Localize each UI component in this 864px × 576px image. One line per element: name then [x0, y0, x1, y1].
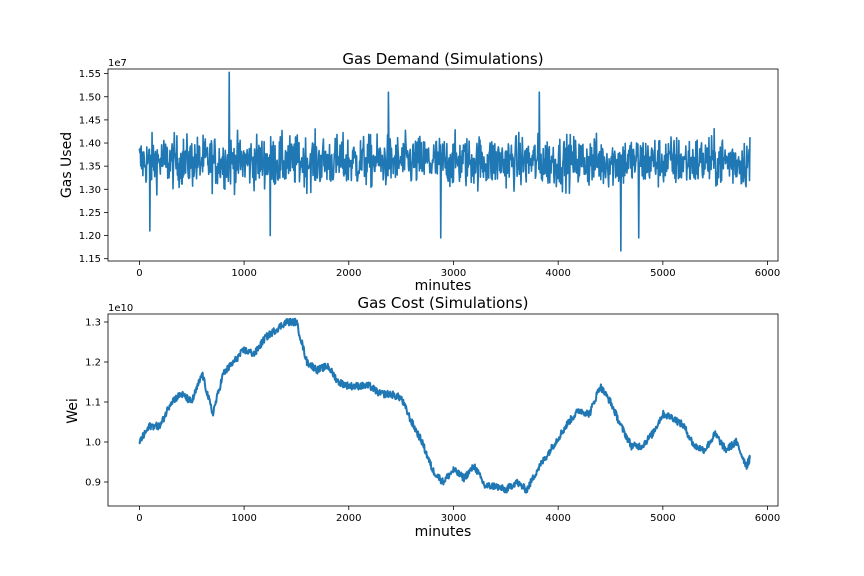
demand-y-offset: 1e7	[108, 58, 127, 69]
demand-x-tick-label: 3000	[441, 268, 466, 279]
cost-x-tick-label: 1000	[231, 513, 256, 524]
cost-y-tick-label: 1.0	[85, 438, 101, 449]
cost-panel: Gas Cost (Simulations) 1e10 0.9 1.0 1.1 1.2…	[65, 294, 780, 540]
demand-x-ticks: 0 1000 2000 3000 4000 5000 6000	[136, 261, 780, 279]
cost-x-tick-label: 5000	[650, 513, 675, 524]
cost-y-tick-label: 0.9	[85, 478, 101, 489]
cost-y-tick-label: 1.1	[85, 398, 101, 409]
cost-y-axis-label: Wei	[65, 398, 81, 424]
cost-plot-frame	[107, 313, 779, 507]
cost-y-tick-label: 1.2	[85, 358, 101, 369]
cost-x-tick-label: 6000	[755, 513, 780, 524]
cost-y-tick-label: 1.3	[85, 318, 101, 329]
demand-y-ticks: 1.15 1.20 1.25 1.30 1.35 1.40 1.45 1.50 1.55	[79, 69, 108, 265]
cost-x-ticks: 0 1000 2000 3000 4000 5000 6000	[136, 506, 780, 524]
demand-panel: Gas Demand (Simulations) 1e7 1.15 1.20 1.2…	[59, 50, 780, 294]
demand-y-tick-label: 1.35	[79, 162, 101, 173]
demand-y-axis-label: Gas Used	[59, 132, 75, 198]
demand-x-tick-label: 1000	[231, 268, 256, 279]
demand-x-tick-label: 2000	[336, 268, 361, 279]
cost-x-tick-label: 2000	[336, 513, 361, 524]
demand-x-tick-label: 4000	[545, 268, 570, 279]
cost-series-line	[138, 317, 751, 494]
demand-y-tick-label: 1.50	[79, 92, 101, 103]
demand-y-tick-label: 1.45	[79, 115, 101, 126]
cost-y-offset: 1e10	[108, 303, 133, 314]
demand-plot-frame	[107, 68, 779, 262]
demand-y-tick-label: 1.30	[79, 185, 101, 196]
demand-y-tick-label: 1.20	[79, 231, 101, 242]
cost-x-tick-label: 4000	[545, 513, 570, 524]
cost-title: Gas Cost (Simulations)	[358, 294, 529, 312]
demand-x-axis-label: minutes	[415, 278, 472, 294]
demand-y-tick-label: 1.25	[79, 208, 101, 219]
demand-y-tick-label: 1.55	[79, 69, 101, 80]
cost-x-tick-label: 3000	[441, 513, 466, 524]
demand-y-tick-label: 1.15	[79, 254, 101, 265]
demand-series-line	[138, 71, 751, 252]
cost-y-ticks: 0.9 1.0 1.1 1.2 1.3	[85, 318, 108, 489]
cost-x-tick-label: 0	[136, 513, 142, 524]
demand-y-tick-label: 1.40	[79, 139, 101, 150]
demand-x-tick-label: 5000	[650, 268, 675, 279]
demand-x-tick-label: 0	[136, 268, 142, 279]
cost-x-axis-label: minutes	[415, 524, 472, 540]
demand-x-tick-label: 6000	[755, 268, 780, 279]
demand-title: Gas Demand (Simulations)	[342, 50, 543, 68]
